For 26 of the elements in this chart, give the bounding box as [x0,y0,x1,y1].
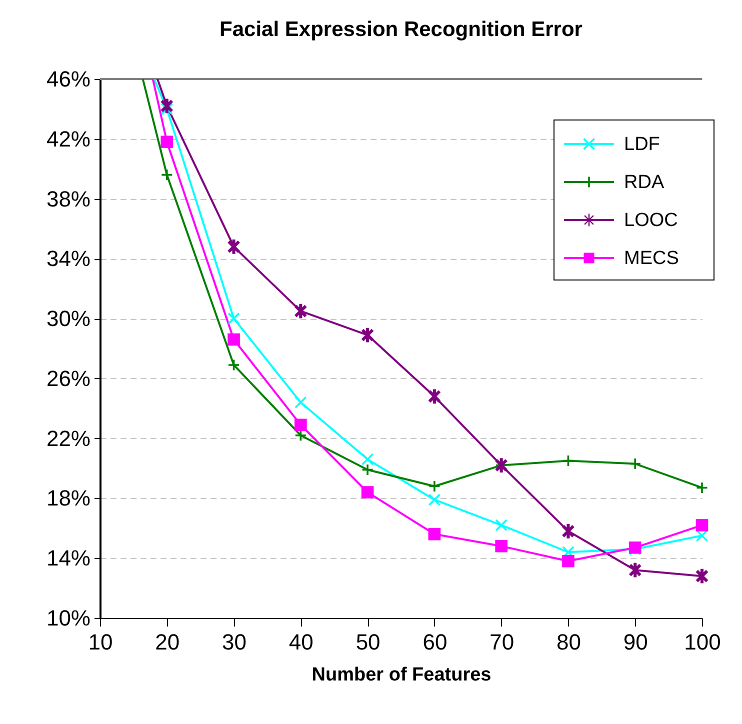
legend-label: MECS [624,248,679,269]
legend-label: LDF [624,134,660,155]
x-tick-label: 100 [684,630,721,654]
x-tick-label: 80 [556,630,581,654]
x-axis-title: Number of Features [312,664,492,686]
y-tick-label: 18% [46,486,90,511]
y-tick-label: 38% [46,186,90,212]
y-tick-label: 42% [46,126,90,152]
x-tick-label: 90 [623,630,648,654]
x-tick-label: 10 [88,630,113,654]
chart-title: Facial Expression Recognition Error [220,18,582,41]
x-tick-label: 50 [356,630,380,654]
y-tick-label: 14% [46,546,90,571]
y-tick-label: 46% [46,66,90,92]
x-tick-label: 40 [288,630,314,654]
x-tick-label: 20 [155,630,180,654]
x-tick-label: 70 [490,630,514,654]
y-tick-label: 22% [46,426,90,451]
y-tick-label: 26% [46,366,90,391]
y-tick-label: 34% [46,246,90,272]
y-tick-label: 10% [46,606,90,630]
x-tick-label: 60 [422,630,448,654]
x-tick-label: 30 [222,630,247,654]
legend-label: LOOC [624,210,678,231]
legend-label: RDA [624,172,664,193]
y-tick-label: 30% [46,306,90,332]
